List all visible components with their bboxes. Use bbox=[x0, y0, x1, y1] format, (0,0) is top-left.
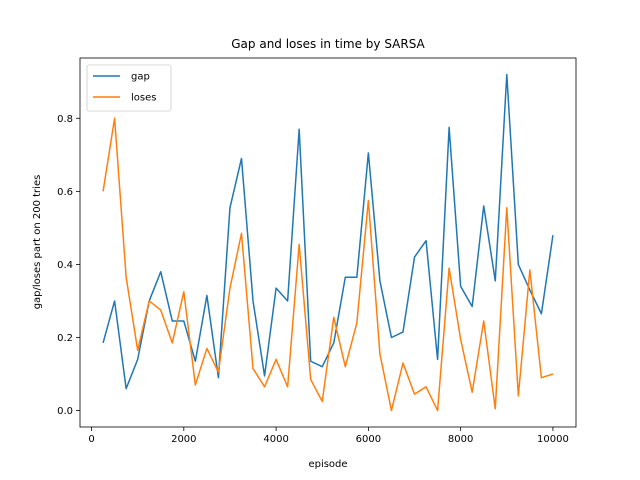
x-tick-label: 10000 bbox=[537, 434, 569, 445]
x-tick-label: 6000 bbox=[356, 434, 381, 445]
series-line-loses bbox=[102, 117, 554, 412]
chart-title: Gap and loses in time by SARSA bbox=[231, 37, 425, 51]
y-tick-label: 0.8 bbox=[57, 114, 73, 125]
y-tick-label: 0.4 bbox=[57, 260, 73, 271]
legend-box bbox=[86, 64, 172, 112]
x-tick-label: 0 bbox=[88, 434, 94, 445]
y-axis-label: gap/loses part on 200 tries bbox=[32, 175, 43, 310]
plot-frame bbox=[79, 57, 577, 428]
series-lines bbox=[102, 73, 554, 412]
legend-label-gap: gap bbox=[131, 72, 150, 83]
y-tick-label: 0.2 bbox=[57, 333, 73, 344]
y-tick-label: 0.0 bbox=[57, 406, 73, 417]
axis-ticks: 0 2000 4000 6000 8000 10000 0.0 0.2 0.4 0.6 0.8 bbox=[57, 114, 569, 445]
x-tick-label: 2000 bbox=[171, 434, 196, 445]
legend-label-loses: loses bbox=[131, 93, 156, 104]
x-axis-label: episode bbox=[308, 459, 347, 470]
x-tick-label: 8000 bbox=[448, 434, 473, 445]
x-tick-label: 4000 bbox=[263, 434, 288, 445]
legend: gap loses bbox=[86, 64, 172, 112]
y-tick-label: 0.6 bbox=[57, 187, 73, 198]
